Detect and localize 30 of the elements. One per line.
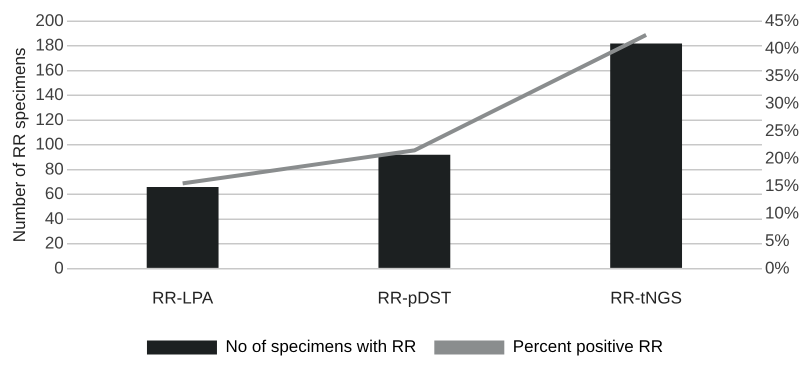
x-tick-label: RR-pDST xyxy=(378,288,452,308)
y-tick-label: 160 xyxy=(35,60,64,80)
y-tick-label: 0 xyxy=(54,258,64,278)
y-tick-label: 40 xyxy=(44,208,64,228)
y2-tick-label: 10% xyxy=(764,203,800,222)
bar xyxy=(378,154,450,268)
y-axis-title: Number of RR specimens xyxy=(10,48,29,242)
y2-tick-label: 0% xyxy=(764,258,790,278)
y2-tick-label: 35% xyxy=(764,66,800,85)
y-tick-label: 80 xyxy=(44,159,64,178)
y2-tick-label: 20% xyxy=(764,148,800,168)
y2-tick-label: 30% xyxy=(764,93,800,112)
y-tick-label: 20 xyxy=(44,234,64,253)
x-tick-label: RR-tNGS xyxy=(610,288,682,308)
y-tick-label: 60 xyxy=(44,184,64,204)
y-tick-label: 120 xyxy=(35,110,64,129)
bar xyxy=(146,186,219,268)
legend-label: Percent positive RR xyxy=(512,337,664,356)
y-tick-label: 140 xyxy=(35,85,64,104)
y2-tick-label: 40% xyxy=(764,38,800,58)
legend-label: No of specimens with RR xyxy=(225,337,416,356)
y2-tick-label: 45% xyxy=(764,10,800,30)
y2-tick-label: 25% xyxy=(764,120,800,140)
y-tick-label: 180 xyxy=(35,36,64,55)
y2-tick-label: 15% xyxy=(764,176,800,195)
x-tick-label: RR-LPA xyxy=(152,288,214,308)
bar xyxy=(610,43,682,268)
y-tick-label: 200 xyxy=(35,10,64,30)
y2-tick-label: 5% xyxy=(764,230,790,250)
y-tick-label: 100 xyxy=(35,134,64,154)
